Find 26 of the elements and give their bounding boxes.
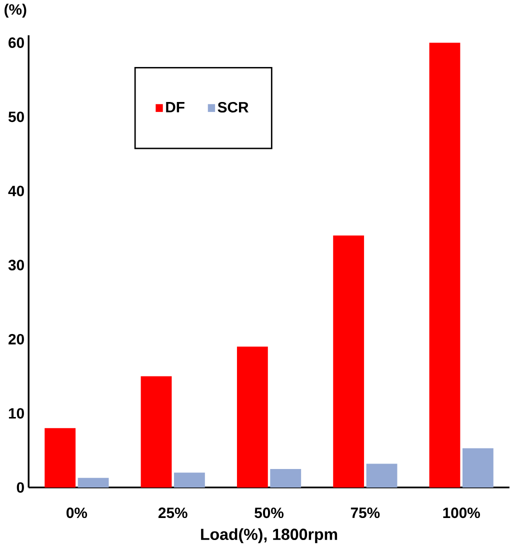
y-axis-title: (%)	[4, 4, 26, 18]
x-tick-label: 50%	[254, 508, 284, 518]
x-tick-label: 0%	[66, 508, 87, 518]
bar	[270, 468, 301, 488]
legend-label: DF	[166, 102, 184, 112]
y-tick-label: 30	[8, 260, 24, 270]
bar	[332, 235, 364, 488]
y-tick-label: 60	[8, 37, 24, 48]
bar	[366, 464, 398, 488]
y-tick-label: 50	[8, 112, 24, 122]
bar	[236, 346, 268, 488]
x-tick-label: 100%	[443, 508, 480, 518]
y-tick-label: 10	[8, 408, 24, 419]
y-tick-label: 40	[8, 186, 24, 196]
x-tick-label: 25%	[158, 508, 188, 518]
bar	[174, 472, 205, 488]
y-tick-label: 20	[8, 334, 24, 344]
legend-label: SCR	[218, 102, 248, 113]
x-axis-title: Load(%), 1800rpm	[200, 528, 337, 544]
bar	[140, 376, 172, 488]
bar	[429, 42, 460, 488]
bar	[44, 428, 76, 488]
x-tick-label: 75%	[350, 508, 380, 518]
bar	[462, 448, 494, 488]
y-tick-label: 0	[16, 482, 24, 493]
bar	[78, 478, 109, 488]
